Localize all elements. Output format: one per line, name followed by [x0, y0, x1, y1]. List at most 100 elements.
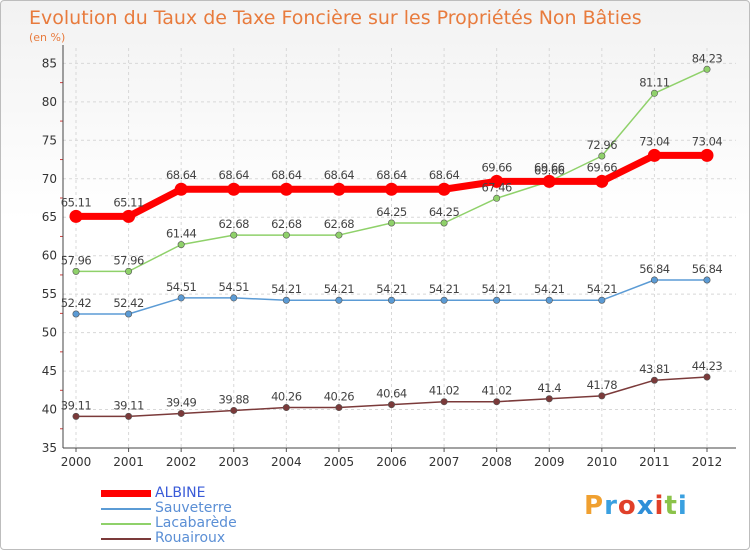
data-point [493, 296, 501, 304]
data-point [703, 276, 711, 284]
data-label: 57.96 [113, 253, 144, 267]
data-point [72, 267, 80, 275]
chart-title: Evolution du Taux de Taxe Foncière sur l… [29, 7, 642, 29]
data-label: 39.88 [219, 392, 250, 406]
legend-swatch [101, 490, 151, 497]
y-tick-label: 40 [42, 403, 57, 417]
data-label: 41.4 [537, 381, 561, 395]
data-label: 56.84 [639, 262, 670, 276]
data-point [177, 294, 185, 302]
data-label: 54.21 [429, 282, 460, 296]
y-tick-label: 60 [42, 249, 57, 263]
logo-letter: t [664, 491, 678, 521]
data-point [282, 231, 290, 239]
logo-letter: x [636, 491, 655, 521]
logo-letter: i [677, 491, 688, 521]
logo-letter: o [617, 491, 637, 521]
data-label: 41.02 [481, 384, 512, 398]
legend-swatch [101, 522, 151, 525]
legend-label: Lacabarède [155, 515, 237, 531]
data-label: 56.84 [692, 262, 723, 276]
x-tick-label: 2012 [692, 455, 723, 469]
data-point [542, 174, 556, 188]
data-point [493, 194, 501, 202]
data-point [647, 148, 661, 162]
data-label: 64.25 [376, 205, 407, 219]
data-point [545, 395, 553, 403]
data-point [125, 310, 133, 318]
data-label: 84.23 [692, 51, 723, 65]
data-point [227, 182, 241, 196]
data-label: 41.78 [587, 378, 618, 392]
data-label: 54.21 [376, 282, 407, 296]
data-labels: 52.42 52.42 54.51 54.51 54.21 54.21 54.21 54.21… [61, 51, 723, 412]
x-tick-label: 2008 [481, 455, 512, 469]
x-tick-label: 2007 [429, 455, 460, 469]
legend-label: Sauveterre [155, 500, 232, 516]
data-point [598, 152, 606, 160]
data-label: 62.68 [219, 217, 250, 231]
legend-swatch [101, 537, 151, 540]
data-point [332, 182, 346, 196]
data-label: 54.21 [324, 282, 355, 296]
data-label: 65.11 [61, 195, 92, 209]
axes: 35 40 45 50 55 60 65 70 75 80 85 2000 2001 2002 2003 20… [42, 45, 736, 469]
legend-label: ALBINE [155, 485, 206, 501]
data-point [125, 412, 133, 420]
x-tick-label: 2004 [271, 455, 302, 469]
data-point [72, 412, 80, 420]
data-label: 62.68 [324, 217, 355, 231]
y-tick-label: 75 [42, 133, 57, 147]
data-label: 64.25 [429, 205, 460, 219]
data-label: 68.64 [429, 168, 460, 182]
data-label: 54.51 [166, 280, 197, 294]
data-point [177, 409, 185, 417]
data-label: 54.21 [587, 282, 618, 296]
legend: ALBINE Sauveterre Lacabarède Rouairoux [101, 486, 237, 546]
data-label: 41.02 [429, 384, 460, 398]
y-tick-label: 70 [42, 172, 57, 186]
data-label: 54.21 [481, 282, 512, 296]
x-tick-label: 2010 [587, 455, 618, 469]
data-point [177, 241, 185, 249]
proxiti-logo: Proxiti [584, 491, 688, 521]
data-label: 73.04 [639, 134, 670, 148]
data-label: 81.11 [639, 75, 670, 89]
data-label: 69.66 [481, 160, 512, 174]
data-label: 54.21 [534, 282, 565, 296]
data-label: 73.04 [692, 134, 723, 148]
data-point [650, 276, 658, 284]
data-point [595, 174, 609, 188]
x-tick-label: 2000 [61, 455, 92, 469]
data-label: 40.64 [376, 387, 407, 401]
x-tick-label: 2001 [113, 455, 144, 469]
data-point [437, 182, 451, 196]
data-point [385, 182, 398, 196]
data-point [440, 219, 448, 227]
data-point [700, 148, 714, 162]
data-point [650, 376, 658, 384]
data-label: 67.46 [481, 180, 512, 194]
data-label: 39.49 [166, 395, 197, 409]
data-label: 68.64 [219, 168, 250, 182]
data-point [598, 296, 606, 304]
data-point [282, 404, 290, 412]
data-point [72, 310, 80, 318]
data-point [493, 398, 501, 406]
x-tick-label: 2005 [324, 455, 355, 469]
data-point [387, 401, 395, 409]
data-point [335, 404, 343, 412]
logo-letter: P [584, 491, 605, 521]
x-tick-label: 2003 [218, 455, 249, 469]
data-point [650, 89, 658, 97]
data-point [69, 209, 83, 223]
data-label: 69.66 [534, 163, 565, 177]
data-label: 40.26 [324, 390, 355, 404]
y-tick-label: 50 [42, 326, 57, 340]
data-label: 65.11 [113, 195, 144, 209]
data-label: 39.11 [61, 398, 92, 412]
data-point [230, 294, 238, 302]
data-label: 69.66 [587, 160, 618, 174]
